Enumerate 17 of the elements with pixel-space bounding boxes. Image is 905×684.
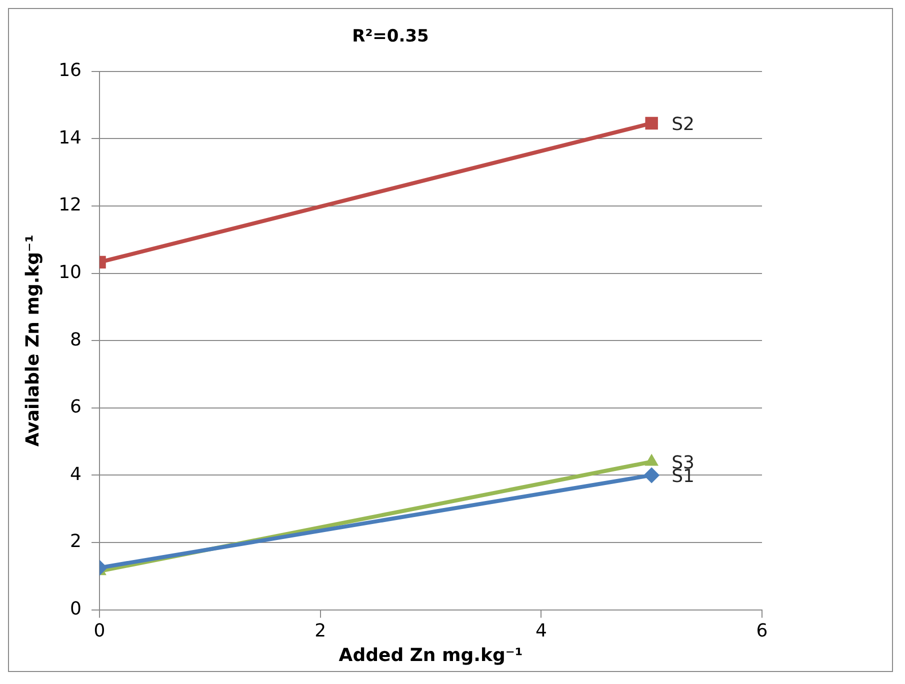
x-tick-label: 6	[756, 620, 768, 642]
y-tick-label: 8	[70, 329, 82, 350]
chart-title: R²=0.35	[352, 26, 429, 47]
y-tick-label: 14	[58, 127, 82, 148]
x-tick-label: 4	[535, 620, 547, 642]
y-tick-label: 0	[70, 598, 82, 620]
y-tick-label: 4	[70, 464, 82, 485]
y-tick-label: 10	[58, 262, 82, 283]
y-tick-label: 2	[70, 531, 82, 552]
x-tick-label: 2	[314, 620, 326, 642]
series-label: S2	[672, 114, 694, 135]
y-tick-label: 16	[58, 60, 82, 82]
y-axis-title: Available Zn mg.kg⁻¹	[22, 234, 44, 447]
y-tick-label: 12	[58, 194, 82, 216]
x-axis-title: Added Zn mg.kg⁻¹	[338, 644, 523, 666]
x-tick-label: 0	[94, 620, 106, 642]
y-tick-label: 6	[70, 396, 82, 418]
